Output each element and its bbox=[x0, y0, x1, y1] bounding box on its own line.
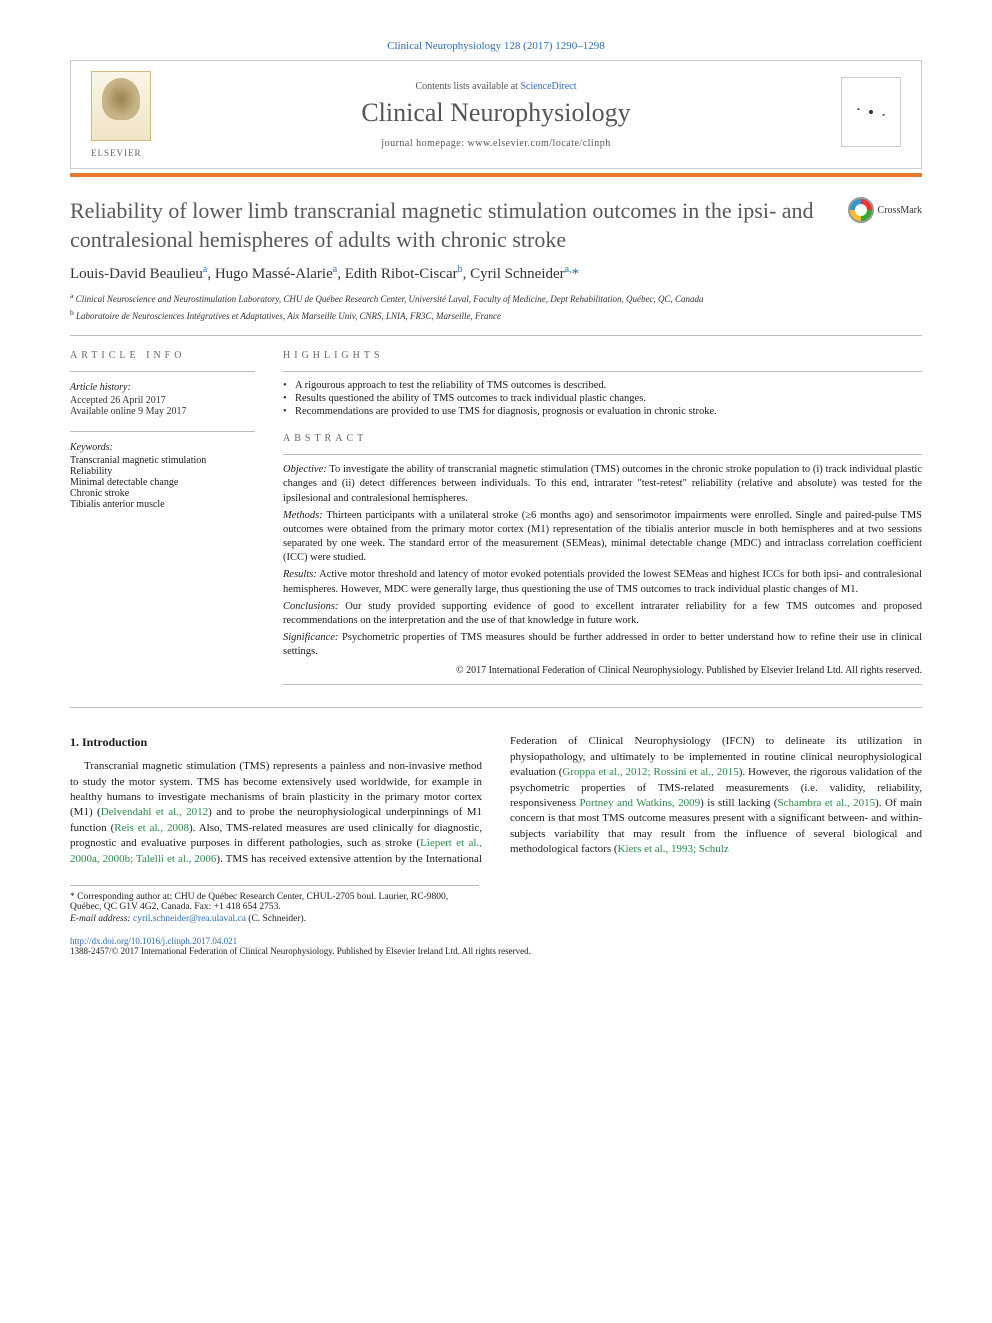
highlights-header: HIGHLIGHTS bbox=[283, 350, 922, 361]
affiliation-list: a Clinical Neuroscience and Neurostimula… bbox=[70, 291, 922, 321]
abstract-column: HIGHLIGHTS A rigourous approach to test … bbox=[283, 350, 922, 693]
crossmark-icon bbox=[848, 197, 874, 223]
crossmark-label: CrossMark bbox=[878, 205, 922, 216]
accent-bar bbox=[70, 173, 922, 177]
abstract-results: Results: Active motor threshold and late… bbox=[283, 568, 922, 596]
article-title: Reliability of lower limb transcranial m… bbox=[70, 197, 848, 254]
section-heading: 1. Introduction bbox=[70, 734, 482, 751]
history-line: Available online 9 May 2017 bbox=[70, 406, 255, 417]
page-footer: http://dx.doi.org/10.1016/j.clinph.2017.… bbox=[70, 936, 922, 956]
abstract-objective: Objective: To investigate the ability of… bbox=[283, 463, 922, 506]
keyword: Transcranial magnetic stimulation bbox=[70, 455, 255, 466]
affiliation-b: b Laboratoire de Neurosciences Intégrati… bbox=[70, 308, 922, 321]
issn-copyright-line: 1388-2457/© 2017 International Federatio… bbox=[70, 946, 531, 956]
keyword: Chronic stroke bbox=[70, 488, 255, 499]
divider bbox=[70, 335, 922, 336]
journal-banner: ELSEVIER Contents lists available at Sci… bbox=[70, 60, 922, 169]
journal-cover-icon bbox=[841, 77, 901, 147]
abstract-conclusions: Conclusions: Our study provided supporti… bbox=[283, 600, 922, 628]
body-text: 1. Introduction Transcranial magnetic st… bbox=[70, 734, 922, 867]
keyword: Tibialis anterior muscle bbox=[70, 499, 255, 510]
divider bbox=[70, 707, 922, 708]
abstract-copyright: © 2017 International Federation of Clini… bbox=[283, 665, 922, 676]
journal-homepage-line: journal homepage: www.elsevier.com/locat… bbox=[171, 138, 821, 149]
affiliation-a: a Clinical Neuroscience and Neurostimula… bbox=[70, 291, 922, 304]
article-info-column: ARTICLE INFO Article history: Accepted 2… bbox=[70, 350, 255, 693]
highlight-item: Results questioned the ability of TMS ou… bbox=[283, 393, 922, 404]
email-line: E-mail address: cyril.schneider@rea.ulav… bbox=[70, 914, 479, 924]
history-line: Accepted 26 April 2017 bbox=[70, 395, 255, 406]
crossmark-badge[interactable]: CrossMark bbox=[848, 197, 922, 223]
abstract-header: ABSTRACT bbox=[283, 433, 922, 444]
running-head: Clinical Neurophysiology 128 (2017) 1290… bbox=[70, 40, 922, 52]
article-history-block: Article history: Accepted 26 April 2017 … bbox=[70, 382, 255, 417]
contents-available-line: Contents lists available at ScienceDirec… bbox=[171, 81, 821, 92]
keywords-block: Keywords: Transcranial magnetic stimulat… bbox=[70, 442, 255, 510]
highlight-item: A rigourous approach to test the reliabi… bbox=[283, 380, 922, 391]
intro-paragraph: Transcranial magnetic stimulation (TMS) … bbox=[70, 734, 922, 867]
keywords-label: Keywords: bbox=[70, 442, 255, 453]
article-info-header: ARTICLE INFO bbox=[70, 350, 255, 361]
journal-cover-block bbox=[821, 77, 901, 152]
abstract-methods: Methods: Thirteen participants with a un… bbox=[283, 509, 922, 566]
keyword: Reliability bbox=[70, 466, 255, 477]
corresponding-author-note: * Corresponding author at: CHU de Québec… bbox=[70, 892, 479, 912]
keyword: Minimal detectable change bbox=[70, 477, 255, 488]
journal-homepage-url[interactable]: www.elsevier.com/locate/clinph bbox=[468, 138, 611, 149]
highlights-list: A rigourous approach to test the reliabi… bbox=[283, 380, 922, 417]
abstract-significance: Significance: Psychometric properties of… bbox=[283, 631, 922, 659]
doi-link[interactable]: http://dx.doi.org/10.1016/j.clinph.2017.… bbox=[70, 936, 237, 946]
footnotes: * Corresponding author at: CHU de Québec… bbox=[70, 885, 479, 924]
elsevier-tree-icon bbox=[91, 71, 151, 141]
publisher-logo-block: ELSEVIER bbox=[91, 71, 171, 158]
sciencedirect-link[interactable]: ScienceDirect bbox=[520, 81, 576, 92]
history-label: Article history: bbox=[70, 382, 255, 393]
publisher-label: ELSEVIER bbox=[91, 148, 171, 158]
highlight-item: Recommendations are provided to use TMS … bbox=[283, 406, 922, 417]
corresponding-email-link[interactable]: cyril.schneider@rea.ulaval.ca bbox=[133, 914, 246, 924]
journal-title: Clinical Neurophysiology bbox=[171, 98, 821, 128]
author-list: Louis-David Beaulieua, Hugo Massé-Alarie… bbox=[70, 264, 922, 283]
